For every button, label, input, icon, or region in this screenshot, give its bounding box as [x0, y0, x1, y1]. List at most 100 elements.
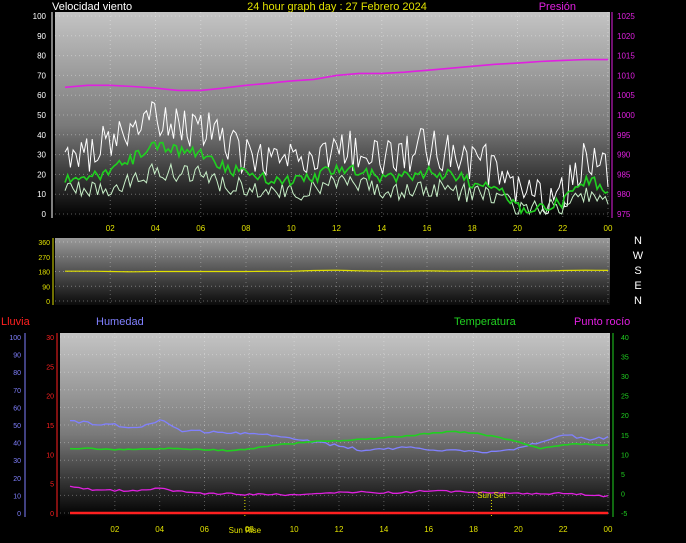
y2-tick-label: 990 [617, 151, 631, 160]
y2-tick-label: 985 [617, 170, 631, 179]
humidity-tick-label: 30 [13, 458, 21, 465]
x-tick-label: 02 [110, 525, 119, 534]
y-tick-label: 30 [37, 151, 46, 160]
axis-labels: 0102030405060708090100975980985990995100… [9, 12, 643, 535]
temp-tick-label: 25 [621, 394, 629, 401]
x-tick-label: 14 [379, 525, 388, 534]
y-tick-label: 0 [46, 299, 50, 306]
y2-tick-label: 1010 [617, 71, 635, 80]
rain-tick-label: 25 [46, 364, 54, 371]
x-tick-label: 10 [290, 525, 299, 534]
x-tick-label: 08 [242, 224, 251, 233]
humidity-tick-label: 100 [9, 335, 21, 342]
y-tick-label: 50 [37, 111, 46, 120]
series-line-avg-speed [64, 141, 609, 216]
x-tick-label: 00 [604, 525, 613, 534]
series-line-gust [64, 100, 609, 215]
rain-tick-label: 5 [50, 482, 54, 489]
sunset-label: Sun Set [477, 491, 506, 500]
series-line-pressure [64, 58, 608, 92]
series-line-speed [64, 162, 609, 216]
x-tick-label: 16 [423, 224, 432, 233]
dewpoint-label: Punto rocío [574, 316, 630, 328]
y2-tick-label: 1005 [617, 91, 635, 100]
x-tick-label: 22 [559, 525, 568, 534]
x-tick-label: 20 [513, 224, 522, 233]
y-tick-label: 180 [38, 270, 50, 277]
temp-tick-label: 40 [621, 335, 629, 342]
x-tick-label: 12 [332, 224, 341, 233]
compass-label: N [634, 235, 642, 247]
series-line-temperature [69, 430, 609, 452]
temp-tick-label: 20 [621, 413, 629, 420]
y2-tick-label: 1015 [617, 52, 635, 61]
y2-tick-label: 1020 [617, 32, 635, 41]
humidity-tick-label: 40 [13, 441, 21, 448]
x-tick-label: 12 [335, 525, 344, 534]
y-tick-label: 40 [37, 131, 46, 140]
humidity-tick-label: 50 [13, 423, 21, 430]
y2-tick-label: 1000 [617, 111, 635, 120]
x-tick-label: 16 [424, 525, 433, 534]
compass-label: S [634, 265, 641, 277]
temp-tick-label: 35 [621, 355, 629, 362]
temp-tick-label: 0 [621, 491, 625, 498]
temp-tick-label: 10 [621, 452, 629, 459]
y2-tick-label: 995 [617, 131, 631, 140]
x-tick-label: 18 [469, 525, 478, 534]
wind-speed-label: Velocidad viento [52, 1, 132, 13]
y-tick-label: 70 [37, 71, 46, 80]
series-line-humidity [69, 419, 609, 454]
y-tick-label: 10 [37, 190, 46, 199]
x-tick-label: 06 [200, 525, 209, 534]
compass-label: W [633, 250, 644, 262]
y-tick-label: 360 [38, 240, 50, 247]
y-tick-label: 20 [37, 170, 46, 179]
rain-tick-label: 30 [46, 335, 54, 342]
humidity-tick-label: 60 [13, 405, 21, 412]
rain-tick-label: 20 [46, 394, 54, 401]
humidity-tick-label: 20 [13, 476, 21, 483]
x-tick-label: 22 [558, 224, 567, 233]
humidity-tick-label: 80 [13, 370, 21, 377]
x-tick-label: 10 [287, 224, 296, 233]
x-tick-label: 04 [155, 525, 164, 534]
compass-label: E [634, 280, 641, 292]
temp-tick-label: -5 [621, 511, 627, 518]
y-tick-label: 90 [37, 32, 46, 41]
humidity-tick-label: 70 [13, 388, 21, 395]
y-tick-label: 90 [42, 284, 50, 291]
y-tick-label: 0 [42, 210, 47, 219]
x-tick-label: 04 [151, 224, 160, 233]
humidity-tick-label: 0 [17, 511, 21, 518]
temp-tick-label: 15 [621, 433, 629, 440]
temp-tick-label: 30 [621, 374, 629, 381]
rain-label: Lluvia [1, 316, 31, 328]
rain-tick-label: 0 [50, 511, 54, 518]
y-tick-label: 100 [33, 12, 47, 21]
y2-tick-label: 980 [617, 190, 631, 199]
axes [24, 12, 614, 517]
compass-label: N [634, 295, 642, 307]
series-layer [64, 58, 609, 517]
humidity-tick-label: 90 [13, 353, 21, 360]
y-tick-label: 270 [38, 255, 50, 262]
sunrise-label: Sun Rise [229, 526, 262, 535]
temperature-label: Temperatura [454, 316, 517, 328]
y2-tick-label: 975 [617, 210, 631, 219]
pressure-label: Presión [539, 1, 576, 13]
rain-tick-label: 15 [46, 423, 54, 430]
y2-tick-label: 1025 [617, 12, 635, 21]
graph-title: 24 hour graph day : 27 Febrero 2024 [247, 1, 427, 13]
temp-tick-label: 5 [621, 472, 625, 479]
y-tick-label: 80 [37, 52, 46, 61]
x-tick-label: 08 [245, 525, 254, 534]
series-line-direction [65, 269, 609, 273]
humidity-label: Humedad [96, 316, 144, 328]
y-tick-label: 60 [37, 91, 46, 100]
x-tick-label: 02 [106, 224, 115, 233]
x-tick-label: 00 [604, 224, 613, 233]
temp-panel-bg [60, 333, 610, 517]
grid-lines [55, 12, 610, 517]
